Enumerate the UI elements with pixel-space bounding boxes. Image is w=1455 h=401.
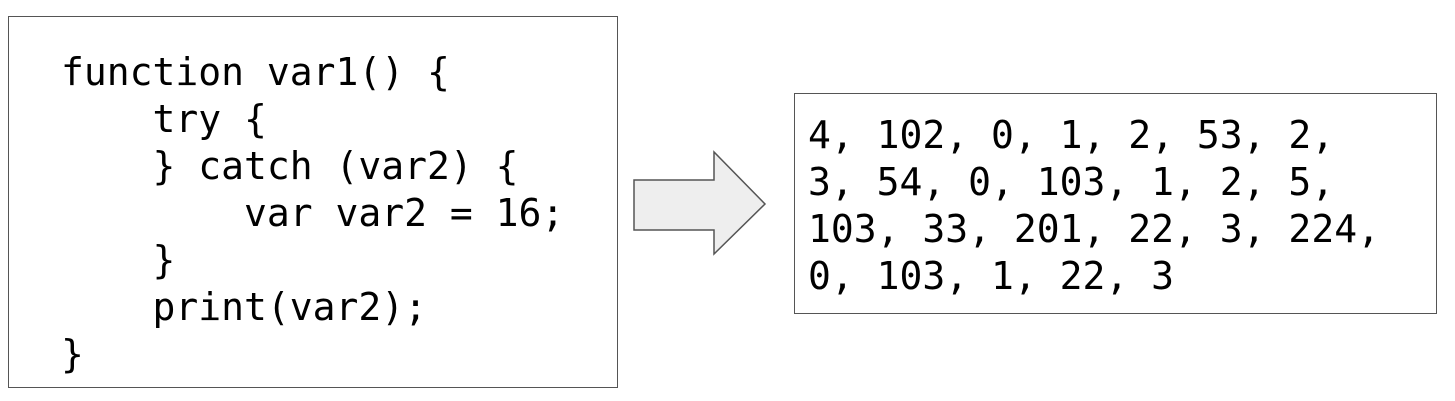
code-line: function var1() { (61, 50, 450, 94)
output-lines: 4, 102, 0, 1, 2, 53, 2, 3, 54, 0, 103, 1… (808, 112, 1380, 300)
source-code-box: function var1() { try { } catch (var2) {… (8, 16, 618, 388)
code-line: var var2 = 16; (61, 191, 565, 235)
output-line: 3, 54, 0, 103, 1, 2, 5, (808, 160, 1335, 204)
output-line: 0, 103, 1, 22, 3 (808, 254, 1175, 298)
code-line: try { (61, 97, 267, 141)
source-code-lines: function var1() { try { } catch (var2) {… (61, 49, 564, 378)
code-line: } catch (var2) { (61, 144, 519, 188)
right-arrow-icon (633, 150, 767, 256)
output-box: 4, 102, 0, 1, 2, 53, 2, 3, 54, 0, 103, 1… (794, 93, 1437, 314)
output-line: 103, 33, 201, 22, 3, 224, (808, 207, 1380, 251)
code-line: print(var2); (61, 285, 428, 329)
code-line: } (61, 332, 84, 376)
output-line: 4, 102, 0, 1, 2, 53, 2, (808, 113, 1335, 157)
code-line: } (61, 238, 176, 282)
arrow-shape (633, 150, 767, 256)
